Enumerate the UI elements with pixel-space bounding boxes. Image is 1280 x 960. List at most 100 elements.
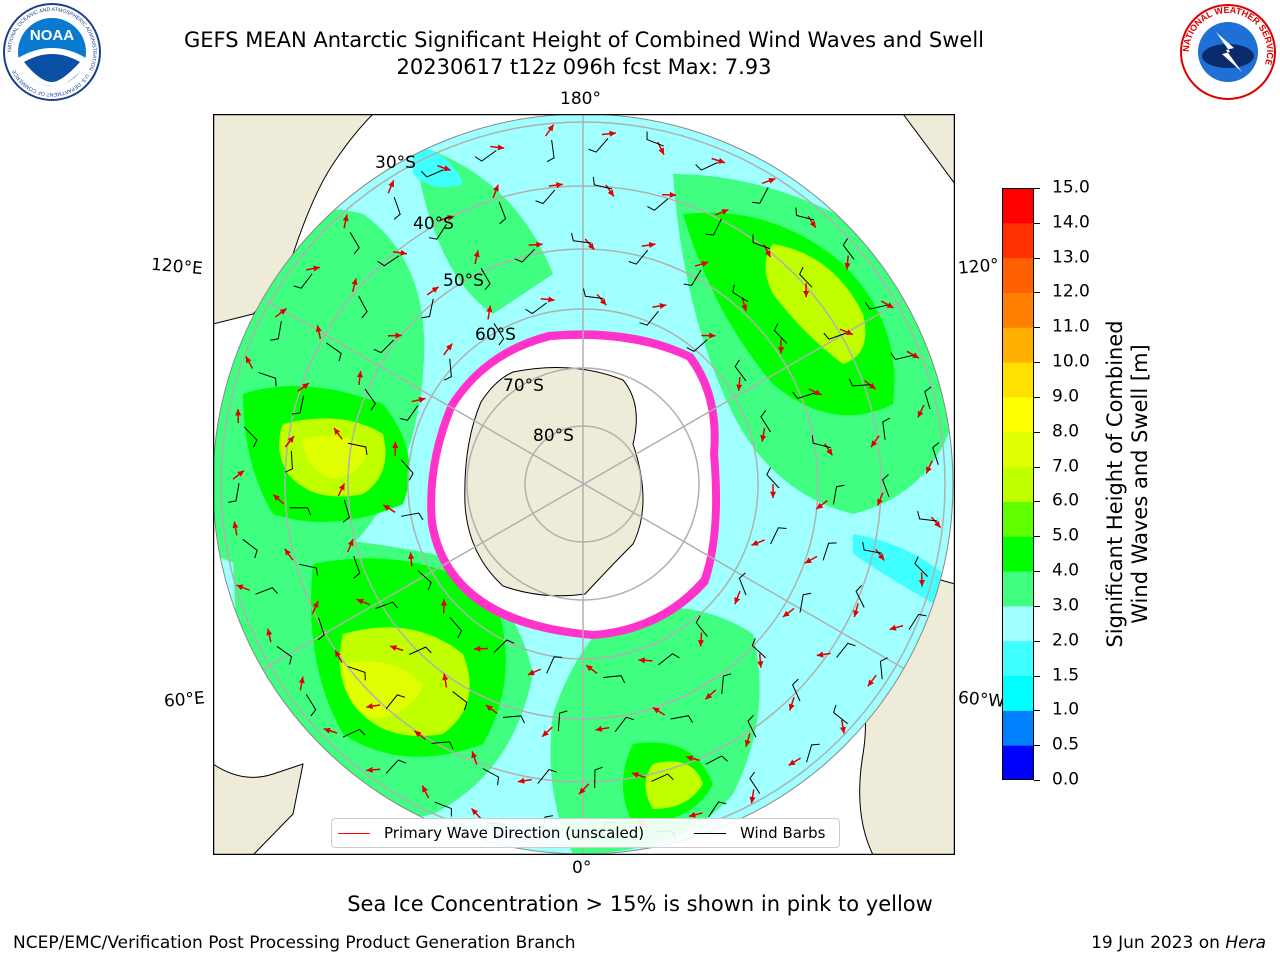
wave-arrow xyxy=(298,676,305,691)
wave-arrow xyxy=(440,215,455,221)
colorbar-tick-label: 13.0 xyxy=(1052,247,1090,268)
wave-arrow xyxy=(652,302,667,309)
colorbar-band xyxy=(1002,327,1034,363)
wave-arrow xyxy=(876,492,884,506)
wind-barb xyxy=(317,617,325,641)
wave-arrow xyxy=(485,704,498,715)
colorbar-band xyxy=(1002,571,1034,607)
wind-barb xyxy=(658,653,680,666)
wave-arrow xyxy=(342,214,349,229)
wind-barb xyxy=(862,541,882,554)
wind-barb xyxy=(537,768,557,784)
lat-label-30s: 30°S xyxy=(375,153,416,173)
wave-arrow xyxy=(736,376,743,391)
nws-logo: NATIONAL WEATHER SERVICE xyxy=(1180,4,1276,100)
lat-label-70s: 70°S xyxy=(503,376,544,396)
colorbar-tick-label: 4.0 xyxy=(1052,560,1080,581)
lat-label-60s: 60°S xyxy=(475,325,516,345)
wind-barb xyxy=(917,511,938,522)
wind-barb xyxy=(503,715,525,724)
wave-arrow xyxy=(844,255,851,270)
colorbar-tick xyxy=(1034,640,1040,642)
wave-arrow xyxy=(437,165,451,172)
colorbar-label-line2: Wind Waves and Swell [m] xyxy=(1128,344,1152,624)
colorbar-band xyxy=(1002,466,1034,502)
wave-arrow xyxy=(788,757,801,767)
wind-barb xyxy=(908,613,927,630)
wind-barb xyxy=(514,248,536,263)
colorbar-band xyxy=(1002,605,1034,642)
colorbar-tick-label: 8.0 xyxy=(1052,421,1080,442)
map-legend: Primary Wave Direction (unscaled) Wind B… xyxy=(331,818,840,848)
wave-arrow xyxy=(853,603,860,618)
wind-barb xyxy=(284,450,293,473)
wind-barb xyxy=(832,484,845,505)
wind-barb xyxy=(932,442,940,465)
legend-barb-label: Wind Barbs xyxy=(740,824,826,842)
wind-barb xyxy=(409,646,432,655)
svg-text:NOAA: NOAA xyxy=(30,27,74,44)
wave-arrow xyxy=(652,706,666,716)
wind-barb xyxy=(734,359,747,382)
wave-arrow xyxy=(788,696,795,711)
colorbar-tick xyxy=(1034,745,1040,747)
wind-barb xyxy=(732,284,749,303)
wind-barb xyxy=(358,295,368,319)
wind-barb xyxy=(751,638,767,659)
wave-arrow xyxy=(389,645,404,652)
wave-arrow xyxy=(596,294,607,306)
wind-barb xyxy=(914,556,928,577)
wave-arrow xyxy=(470,807,482,820)
wave-arrow xyxy=(442,673,449,688)
wave-arrow xyxy=(757,653,764,668)
colorbar-tick-label: 0.0 xyxy=(1052,769,1080,790)
wind-barb xyxy=(924,386,932,410)
wind-barb xyxy=(670,715,693,723)
wind-barb xyxy=(431,741,454,750)
wind-barb xyxy=(428,223,447,240)
colorbar-band xyxy=(1002,188,1034,224)
wave-arrow xyxy=(741,297,748,312)
colorbar-border xyxy=(1002,188,1034,780)
wave-arrow xyxy=(918,572,925,587)
wind-barb xyxy=(482,768,500,786)
wind-barb xyxy=(399,405,419,421)
colorbar-tick-label: 6.0 xyxy=(1052,490,1080,511)
wave-arrow xyxy=(334,649,343,663)
colorbar-band xyxy=(1002,431,1034,468)
wave-arrow xyxy=(803,283,810,298)
wind-barb xyxy=(449,616,463,639)
wave-arrow xyxy=(351,278,358,293)
colorbar-ticks: 15.0 14.0 13.0 12.0 11.0 10.0 9.0 8.0 7.0 6.0 5.0 4… xyxy=(1034,179,1094,788)
wind-barb xyxy=(228,483,240,503)
wind-barb xyxy=(342,728,366,738)
wave-arrow xyxy=(311,600,319,615)
colorbar-tick-label: 0.5 xyxy=(1052,734,1080,755)
wind-barb xyxy=(270,320,282,341)
wind-barb xyxy=(498,201,507,225)
wave-arrow xyxy=(734,590,741,605)
colorbar-band xyxy=(1002,222,1034,259)
wave-arrow xyxy=(333,427,343,440)
footer-host: Hera xyxy=(1225,933,1266,953)
colorbar-band xyxy=(1002,710,1034,746)
wave-arrow xyxy=(387,180,395,194)
wave-arrow xyxy=(605,184,615,197)
wave-arrow xyxy=(232,521,239,536)
wind-barb xyxy=(705,218,722,236)
legend-red-line xyxy=(338,832,370,834)
wind-barb xyxy=(811,435,831,449)
wave-arrow xyxy=(585,664,598,675)
wind-barb xyxy=(293,273,313,289)
wind-barb xyxy=(347,666,366,681)
colorbar-tick xyxy=(1034,571,1040,573)
lat-label-50s: 50°S xyxy=(443,271,484,291)
wave-arrow xyxy=(804,555,818,564)
wind-barb xyxy=(848,378,871,387)
wind-barb xyxy=(342,499,351,523)
wind-barb xyxy=(628,249,649,265)
wind-barb xyxy=(864,302,888,310)
wind-barb xyxy=(588,138,609,153)
wave-arrow xyxy=(584,238,595,251)
wave-arrow xyxy=(930,516,942,529)
